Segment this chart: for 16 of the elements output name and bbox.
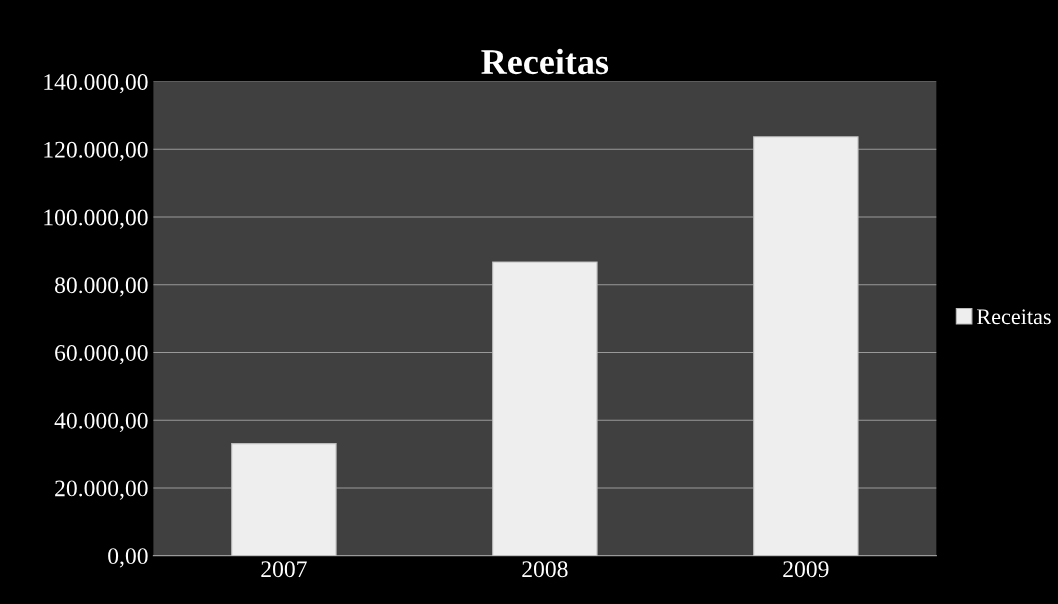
legend-label: Receitas — [976, 309, 1051, 325]
x-tick-label: 2007 — [261, 561, 307, 578]
chart-title: Receitas — [481, 48, 609, 75]
bar — [231, 443, 337, 556]
bar — [492, 261, 598, 556]
y-tick-label: 0,00 — [108, 548, 148, 568]
y-tick-label: 140.000,00 — [44, 74, 148, 94]
bar — [753, 136, 859, 556]
y-tick-label: 40.000,00 — [54, 412, 148, 433]
y-tick-label: 100.000,00 — [44, 209, 148, 229]
y-tick-label: 80.000,00 — [55, 277, 148, 297]
y-tick-label: 120.000,00 — [44, 141, 148, 162]
x-tick-label: 2008 — [522, 561, 568, 578]
y-tick-label: 60.000,00 — [55, 344, 148, 365]
y-tick-label: 20.000,00 — [55, 480, 148, 500]
x-tick-label: 2009 — [783, 561, 829, 578]
